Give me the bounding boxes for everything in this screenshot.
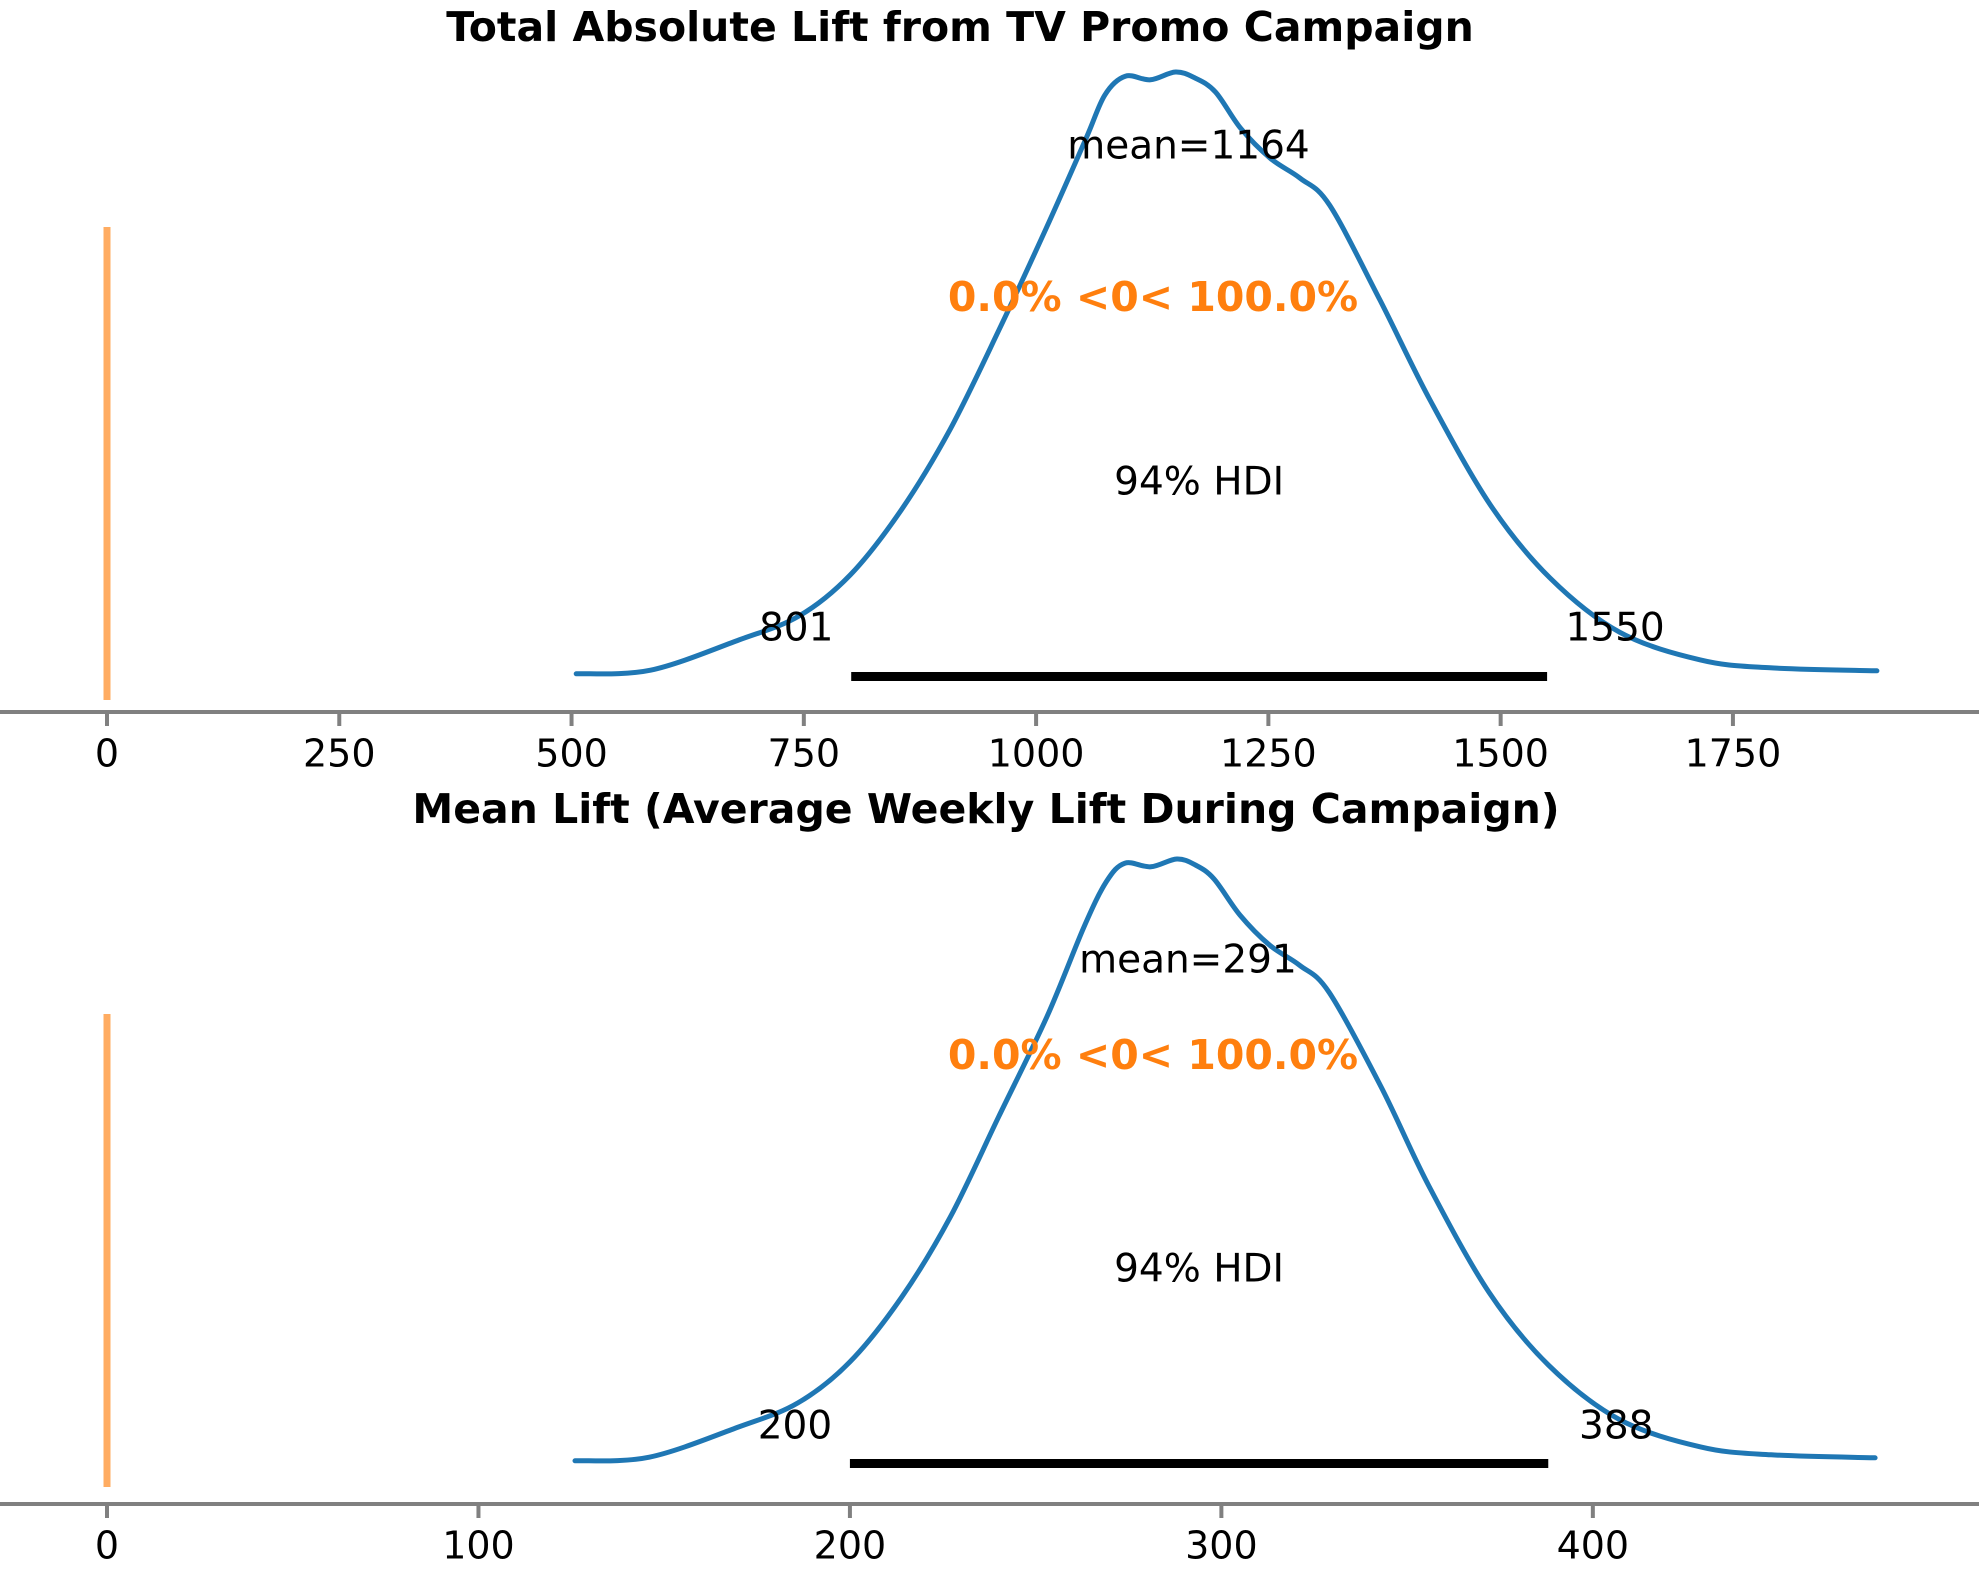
x-tick-label: 300	[1185, 1524, 1258, 1568]
hdi-lower-bound-label: 801	[759, 606, 833, 651]
x-tick-label: 0	[95, 1524, 119, 1568]
x-tick-label: 100	[442, 1524, 515, 1568]
x-tick-label: 0	[95, 732, 119, 776]
hdi-interval-bar	[849, 1459, 1549, 1468]
rope-probability-label: 0.0% <0< 100.0%	[948, 273, 1358, 321]
hdi-label: 94% HDI	[1114, 1247, 1284, 1292]
hdi-upper-bound-label: 1550	[1565, 606, 1664, 651]
panel-title: Mean Lift (Average Weekly Lift During Ca…	[412, 785, 1559, 833]
x-tick-label: 1750	[1685, 732, 1782, 776]
hdi-interval-bar	[851, 672, 1548, 681]
panel-title: Total Absolute Lift from TV Promo Campai…	[446, 3, 1474, 51]
x-tick-label: 1500	[1452, 732, 1549, 776]
mean-label: mean=291	[1079, 938, 1297, 983]
x-tick-label: 1250	[1220, 732, 1317, 776]
hdi-lower-bound-label: 200	[758, 1404, 832, 1449]
x-axis-ticks: 0 100 200 300 400	[95, 1504, 1629, 1568]
panel-mean-lift: Mean Lift (Average Weekly Lift During Ca…	[0, 785, 1979, 1568]
x-axis-ticks: 0 250 500 750 1000 1250 1500 1750	[95, 712, 1781, 776]
x-tick-label: 750	[768, 732, 841, 776]
hdi-upper-bound-label: 388	[1579, 1404, 1653, 1449]
x-tick-label: 200	[814, 1524, 887, 1568]
hdi-label: 94% HDI	[1114, 460, 1284, 505]
x-tick-label: 1000	[988, 732, 1085, 776]
x-tick-label: 500	[535, 732, 608, 776]
kde-curve	[572, 856, 1878, 1464]
rope-probability-label: 0.0% <0< 100.0%	[948, 1031, 1358, 1079]
x-tick-label: 400	[1557, 1524, 1630, 1568]
kde-curve	[573, 69, 1880, 677]
mean-label: mean=1164	[1067, 124, 1310, 169]
x-tick-label: 250	[303, 732, 376, 776]
panel-total-absolute-lift: Total Absolute Lift from TV Promo Campai…	[0, 3, 1979, 776]
